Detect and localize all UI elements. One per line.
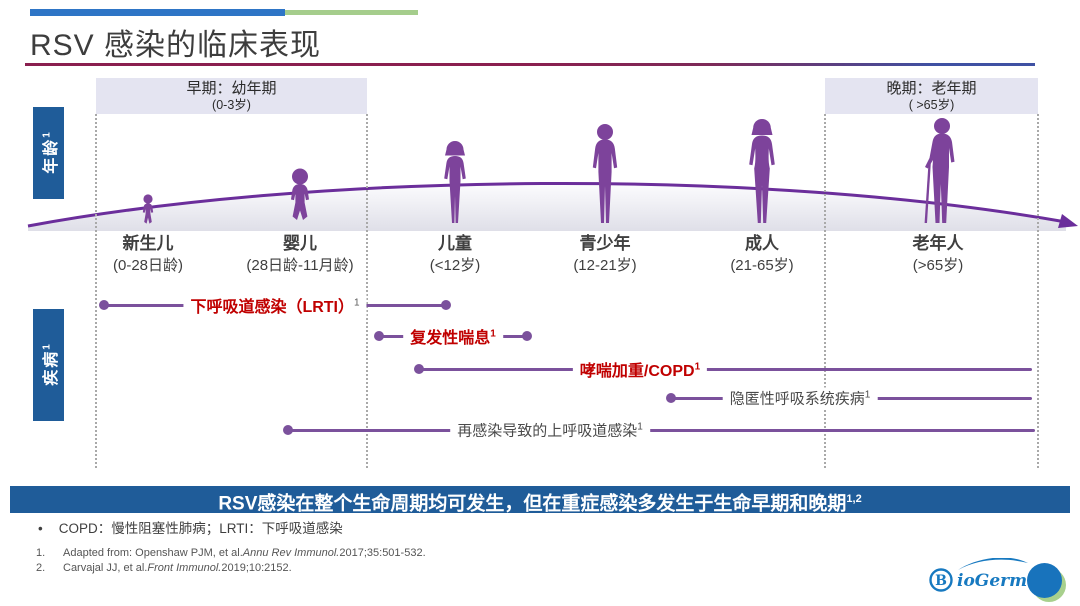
track-reinfection-urti: 再感染导致的上呼吸道感染1 (283, 419, 1035, 441)
dotted-divider-1 (95, 114, 97, 468)
dotted-divider-2 (366, 114, 368, 468)
track-endpoint-dot (414, 364, 424, 374)
track-label: 再感染导致的上呼吸道感染1 (450, 419, 650, 441)
age-group-range: (21-65岁) (730, 257, 794, 274)
age-group-infant: 婴儿 (28日龄-11月龄) (210, 233, 390, 275)
child-silhouette-icon (440, 140, 470, 224)
stage-early-range: (0-3岁) (212, 98, 251, 112)
age-group-name: 老年人 (912, 234, 964, 253)
biogerm-logo: B ioGerm (928, 558, 1028, 598)
track-endpoint-dot (283, 425, 293, 435)
track-endpoint-dot (441, 300, 451, 310)
track-line (418, 367, 1032, 371)
disease-axis-label: 疾病 (42, 349, 60, 386)
accent-bar-green-icon (285, 10, 418, 15)
age-group-adult: 成人 (21-65岁) (672, 233, 852, 275)
track-label: 下呼吸道感染（LRTI）1 (183, 293, 367, 317)
track-label: 隐匿性呼吸系统疾病1 (722, 387, 878, 409)
title-underline (25, 63, 1035, 66)
reference-1: 1. Adapted from: Openshaw PJM, et al.Annu… (36, 547, 426, 559)
dotted-divider-4 (1037, 114, 1039, 468)
stage-box-early: 早期：幼年期 (0-3岁) (96, 78, 367, 114)
stage-early-title: 早期：幼年期 (186, 80, 277, 97)
journal-name: Front Immunol. (147, 562, 222, 574)
stage-late-range: ( >65岁) (908, 98, 955, 112)
reference-number: 1. (36, 547, 46, 559)
age-group-teen: 青少年 (12-21岁) (515, 233, 695, 275)
age-group-elderly: 老年人 (>65岁) (848, 233, 1028, 275)
conclusion-sup: 1,2 (846, 493, 862, 505)
age-group-newborn: 新生儿 (0-28日龄) (58, 233, 238, 275)
track-endpoint-dot (99, 300, 109, 310)
age-group-range: (0-28日龄) (112, 257, 183, 274)
svg-text:B: B (935, 573, 947, 589)
track-endpoint-dot (374, 331, 384, 341)
age-group-range: (>65岁) (912, 257, 964, 274)
age-axis-chip: 年龄1 (33, 107, 64, 199)
age-group-range: (<12岁) (429, 257, 481, 274)
elderly-with-cane-silhouette-icon (915, 118, 961, 224)
newborn-silhouette-icon (140, 194, 156, 224)
age-group-name: 青少年 (579, 234, 631, 253)
age-axis-label: 年龄 (42, 137, 60, 174)
age-group-name: 新生儿 (122, 234, 174, 253)
age-group-range: (28日龄-11月龄) (246, 257, 354, 274)
conclusion-banner: RSV感染在整个生命周期均可发生，但在重症感染多发生于生命早期和晚期1,2 (10, 486, 1070, 515)
stage-box-late: 晚期：老年期 ( >65岁) (825, 78, 1038, 114)
abbreviations-text: COPD：慢性阻塞性肺病；LRTI：下呼吸道感染 (58, 521, 343, 536)
age-group-child: 儿童 (<12岁) (365, 233, 545, 275)
infant-silhouette-icon (287, 168, 313, 224)
stage-late-title: 晚期：老年期 (886, 80, 977, 97)
age-axis-sup: 1 (41, 132, 53, 138)
track-endpoint-dot (666, 393, 676, 403)
references: 1. Adapted from: Openshaw PJM, et al.Annu… (36, 546, 426, 576)
track-asthma-copd: 哮喘加重/COPD1 (414, 357, 1032, 381)
logo-wordmark: ioGerm (957, 571, 1028, 591)
adult-silhouette-icon (745, 119, 779, 224)
age-group-range: (12-21岁) (573, 257, 637, 274)
age-group-name: 成人 (745, 234, 779, 253)
disease-axis-sup: 1 (41, 344, 53, 350)
dotted-divider-3 (824, 114, 826, 468)
bullet: • (38, 521, 43, 536)
biogerm-b-icon: B (929, 568, 953, 592)
accent-bar-blue-icon (30, 9, 285, 16)
track-occult-respiratory-disease: 隐匿性呼吸系统疾病1 (666, 387, 1032, 409)
track-label: 复发性喘息1 (403, 324, 503, 348)
journal-name: Annu Rev Immunol. (242, 547, 340, 559)
age-group-name: 儿童 (438, 234, 472, 253)
page-title: RSV 感染的临床表现 (30, 29, 322, 62)
reference-2: 2. Carvajal JJ, et al.Front Immunol.2019;… (36, 562, 292, 574)
logo-swoosh-icon (958, 558, 1028, 570)
abbreviations: • COPD：慢性阻塞性肺病；LRTI：下呼吸道感染 (38, 517, 343, 537)
track-label: 哮喘加重/COPD1 (572, 357, 708, 381)
track-recurrent-wheeze: 复发性喘息1 (374, 324, 532, 348)
age-group-name: 婴儿 (283, 234, 317, 253)
reference-number: 2. (36, 562, 46, 574)
teenager-silhouette-icon (589, 124, 621, 224)
track-lrti: 下呼吸道感染（LRTI）1 (99, 293, 451, 317)
blue-green-dot-icon (1027, 563, 1067, 603)
conclusion-text: RSV感染在整个生命周期均可发生，但在重症感染多发生于生命早期和晚期 (218, 493, 847, 515)
disease-axis-chip: 疾病1 (33, 309, 64, 421)
track-line (287, 428, 1035, 432)
track-endpoint-dot (522, 331, 532, 341)
